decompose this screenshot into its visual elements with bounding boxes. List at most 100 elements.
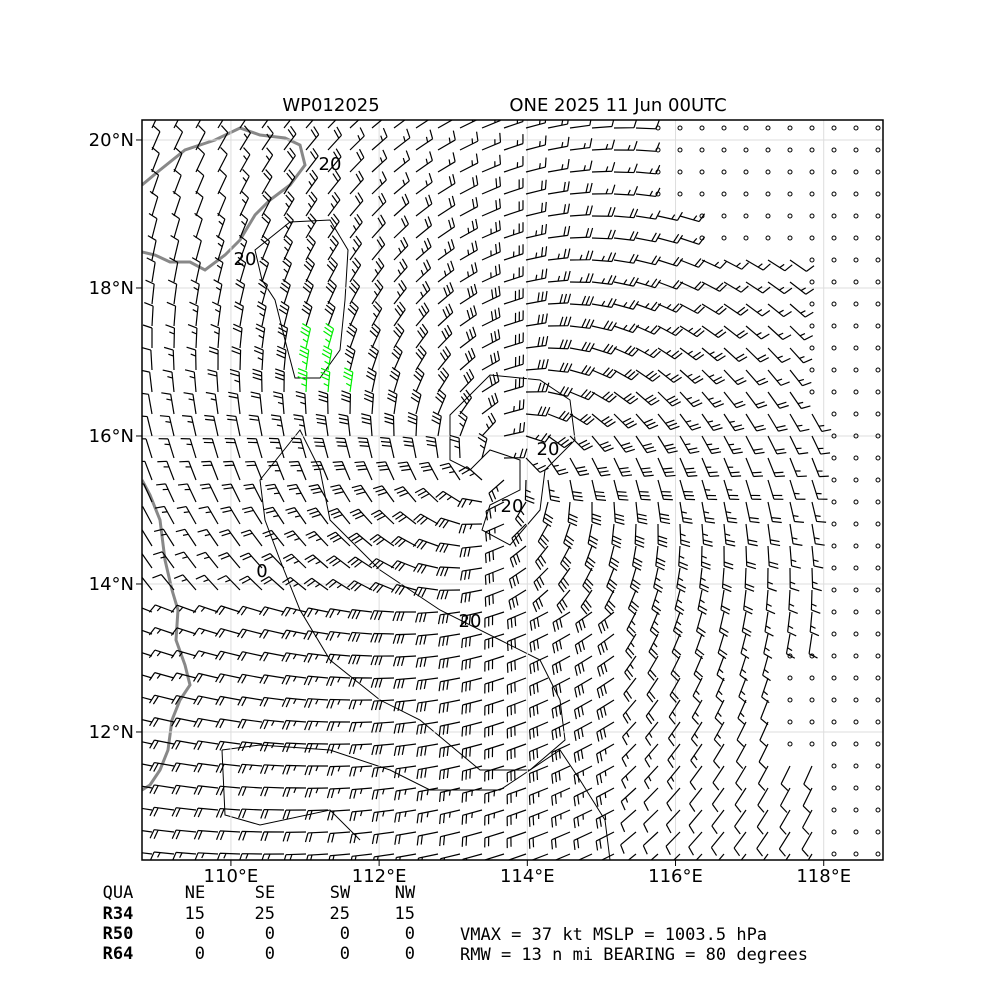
calm-marker [765,213,771,219]
wind-barb [142,415,153,437]
wind-barb [215,807,241,818]
wind-barb [187,324,198,349]
contour-label: 20 [319,154,342,175]
wind-barb [217,168,228,195]
wind-barb [529,677,549,696]
calm-marker [831,653,837,659]
wind-barb [415,302,430,327]
wind-barb [459,240,478,261]
wind-barb [756,809,769,835]
wind-barb [701,303,727,315]
wind-barb [390,584,417,595]
wind-barb [239,125,251,151]
calm-marker [787,697,793,703]
wind-barb [259,256,270,283]
calm-marker [853,499,859,505]
wind-barb [608,545,620,572]
wind-barb [393,258,408,283]
calm-marker [875,345,881,351]
wind-barb [547,435,573,449]
calm-marker [699,147,705,153]
wind-barb [700,545,711,570]
wind-barb [393,699,417,712]
calm-marker [721,235,727,241]
wind-barb [574,655,593,676]
calm-marker [721,147,727,153]
wind-barb [788,589,798,615]
wind-barb [573,721,593,741]
wind-barb [629,567,641,594]
wind-barb [194,852,219,860]
wind-barb [258,606,285,617]
calm-marker [809,653,815,659]
calm-marker [765,169,771,175]
wind-barb [811,479,828,500]
wind-barb [163,346,175,371]
wind-barb [276,345,287,371]
wind-barb [779,809,791,835]
wind-barb [439,831,461,847]
wind-barb [542,501,554,528]
wind-barb [532,589,549,613]
wind-barb [277,323,289,349]
wind-barb [789,259,815,272]
wind-barb [324,300,336,327]
wind-barb [789,325,814,341]
wind-barb [459,131,479,151]
wind-barb [282,742,307,753]
wind-barb [613,208,639,219]
wind-barb [679,303,705,314]
wind-barb [260,786,285,797]
calm-marker [875,587,881,593]
wind-barb [481,307,501,327]
wind-barb [215,830,241,841]
wind-barb [459,347,476,371]
wind-barb [484,567,505,585]
wind-barb [723,325,748,339]
wind-barb [789,523,803,546]
wind-barb [591,229,616,240]
wind-barb [193,807,219,818]
wind-barb [349,192,364,217]
wind-barb [740,853,747,860]
wind-barb [437,260,455,283]
wind-barb [547,362,573,373]
wind-barb [460,589,483,604]
wind-barb [569,435,593,451]
wind-barb [506,677,527,695]
wind-barb [525,120,547,129]
wind-barb [261,120,269,129]
wind-barb [417,853,439,860]
wind-barb [326,765,351,776]
wind-barb [395,853,417,860]
wind-barb [477,432,488,459]
wind-barb [622,721,637,746]
calm-marker [831,609,837,615]
calm-marker [875,829,881,835]
wind-barb [302,278,314,305]
table-header: NE [185,883,205,903]
wind-barb [435,542,461,553]
calm-marker [743,213,749,219]
calm-marker [875,477,881,483]
wind-barb [449,434,461,459]
wind-barb [459,545,483,558]
wind-barb [613,276,639,287]
wind-barb [283,125,297,151]
wind-barb [689,787,703,812]
wind-barb [713,721,725,747]
calm-marker [655,169,661,175]
wind-barb [371,171,387,195]
contour [254,219,349,379]
wind-barb [272,391,285,415]
calm-marker [875,697,881,703]
wind-barb [462,853,483,860]
wind-barb [503,178,524,195]
wind-barb [348,743,373,755]
calm-marker [831,191,837,197]
wind-barb [635,278,662,289]
wind-barb [170,672,197,682]
wind-barb [371,279,384,305]
wind-barb [528,809,549,827]
wind-barb [577,853,593,860]
